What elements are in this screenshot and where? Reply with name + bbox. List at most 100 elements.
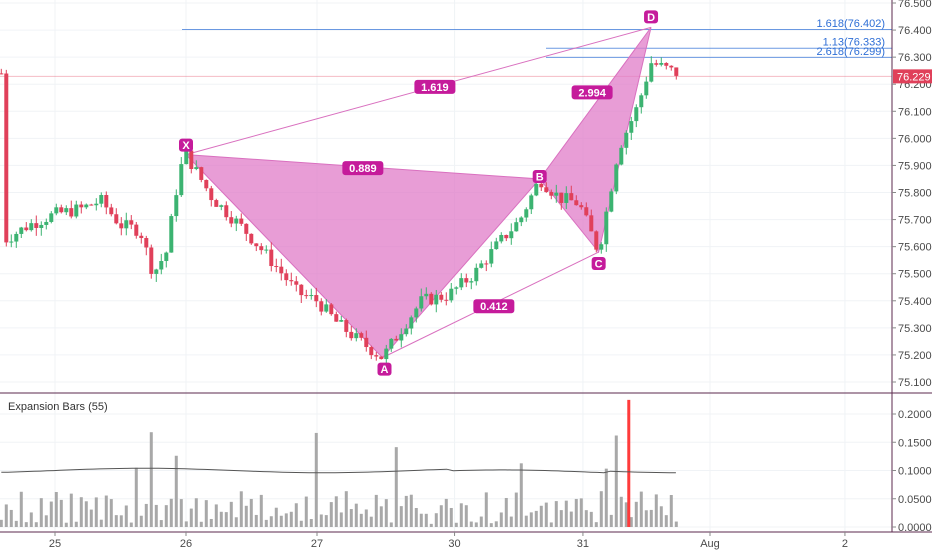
volume-bar <box>524 515 528 527</box>
volume-bar <box>74 521 78 527</box>
candle-body <box>74 204 79 217</box>
candle-body <box>629 121 634 133</box>
volume-bar <box>94 497 98 527</box>
volume-bar <box>354 503 358 527</box>
volume-bar <box>284 513 288 527</box>
candle-body <box>609 191 614 212</box>
candle-body <box>479 263 484 268</box>
candle-body <box>204 179 209 189</box>
price-axis-tick: 76.400 <box>898 25 932 37</box>
volume-bar <box>624 502 628 527</box>
candle-body <box>469 281 474 283</box>
price-axis-tick: 76.500 <box>898 0 932 10</box>
candle-body <box>529 195 534 210</box>
candle-body <box>394 338 399 341</box>
pattern-point-label-c: C <box>595 259 603 271</box>
volume-bar <box>54 492 58 527</box>
volume-bar <box>419 513 423 527</box>
volume-bar <box>84 501 88 527</box>
volume-bar <box>294 503 298 527</box>
volume-bar <box>609 514 613 527</box>
candle-body <box>129 220 134 225</box>
candle-body <box>459 278 464 288</box>
volume-bar <box>209 518 213 527</box>
candle-body <box>559 192 564 203</box>
candle-body <box>189 150 194 170</box>
candle-body <box>39 224 44 228</box>
candle-body <box>354 333 359 339</box>
last-price-badge <box>893 69 932 84</box>
volume-bar <box>589 511 593 527</box>
volume-bar <box>314 432 318 527</box>
volume-bar <box>619 496 623 527</box>
expansion-average-line <box>1 467 676 474</box>
candle-body <box>554 192 559 196</box>
candle-body <box>389 338 394 349</box>
volume-bar <box>139 515 143 527</box>
candle-body <box>464 278 469 283</box>
candle-body <box>9 241 14 243</box>
candle-body <box>399 334 404 341</box>
candle-body <box>349 331 354 339</box>
volume-bar <box>49 501 53 527</box>
candle-body <box>649 63 654 82</box>
volume-bar <box>569 511 573 527</box>
candle-body <box>569 193 574 201</box>
candle-body <box>424 293 429 297</box>
candle-body <box>369 347 374 356</box>
volume-bar <box>199 521 203 527</box>
pattern-ratio-badge <box>414 79 456 94</box>
candle-body <box>124 220 129 229</box>
time-axis-tick: 2 <box>842 538 848 550</box>
volume-bar <box>264 519 268 527</box>
candle-body <box>144 238 149 248</box>
volume-spike-bar <box>627 399 631 527</box>
candle-body <box>179 164 184 196</box>
candle-body <box>104 195 109 208</box>
volume-bar <box>304 496 308 527</box>
candle-body <box>384 348 389 360</box>
volume-bar <box>174 455 178 527</box>
candle-body <box>174 195 179 217</box>
candle-body <box>644 81 649 96</box>
volume-bar <box>204 500 208 527</box>
candle-body <box>419 296 424 309</box>
volume-bar <box>154 504 158 527</box>
candle-body <box>159 261 164 270</box>
candle-body <box>44 221 49 225</box>
volume-bar <box>309 519 313 527</box>
volume-bar <box>494 521 498 527</box>
volume-bar <box>189 508 193 527</box>
volume-bar <box>179 499 183 527</box>
volume-bar <box>289 511 293 527</box>
candle-body <box>379 356 384 360</box>
volume-bar <box>64 522 68 527</box>
candle-body <box>524 209 529 218</box>
volume-bar <box>79 497 83 527</box>
last-price-label: 76.229 <box>897 71 931 83</box>
candle-body <box>249 233 254 244</box>
price-axis-tick: 75.200 <box>898 350 932 362</box>
time-axis-tick: 31 <box>577 538 589 550</box>
candle-body <box>544 187 549 193</box>
volume-bar <box>534 510 538 527</box>
volume-bar <box>14 520 18 527</box>
volume-bar <box>444 498 448 527</box>
candle-body <box>89 204 94 206</box>
volume-bar <box>539 505 543 527</box>
candle-body <box>564 193 569 203</box>
fib-level-label: 1.618(76.402) <box>817 18 886 30</box>
fib-level-label: 2.618(76.299) <box>817 46 886 58</box>
volume-bar <box>379 506 383 527</box>
pattern-point-badge <box>179 138 193 152</box>
volume-bar <box>234 517 238 527</box>
pattern-ratio-label: 0.412 <box>480 301 508 313</box>
volume-bar <box>44 515 48 527</box>
candle-body <box>344 320 349 332</box>
candle-body <box>329 304 334 315</box>
volume-bar <box>269 516 273 527</box>
pattern-ratio-label: 2.994 <box>578 87 606 99</box>
candle-body <box>314 295 319 302</box>
candle-body <box>634 107 639 122</box>
candle-body <box>279 266 284 274</box>
